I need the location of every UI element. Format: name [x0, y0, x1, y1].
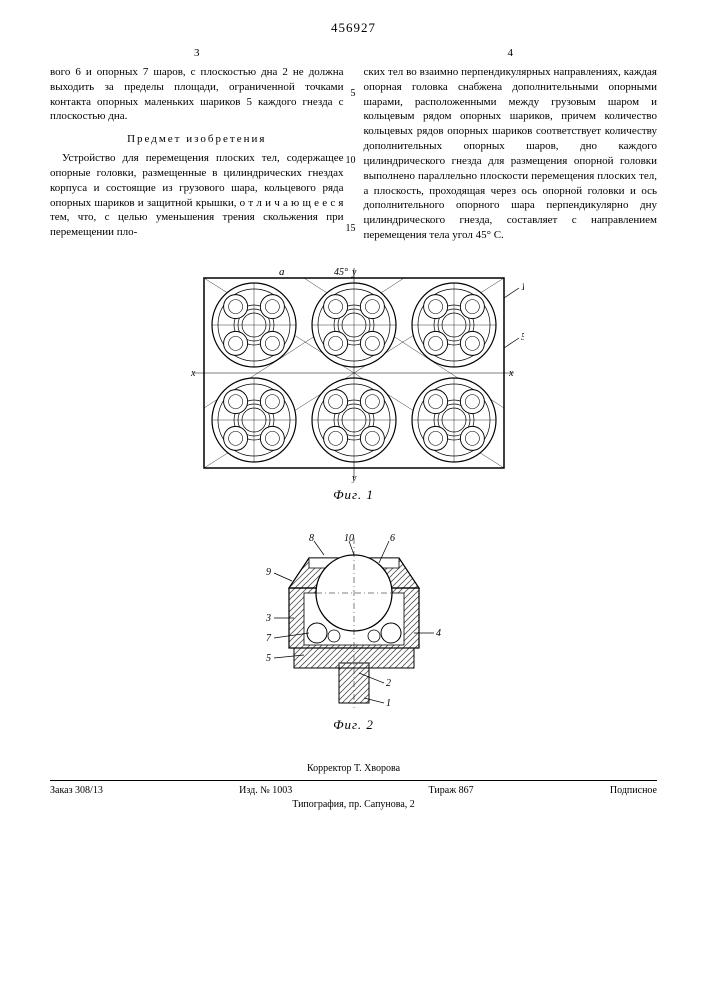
figure-1-caption: Фиг. 1 — [50, 487, 657, 503]
fig1-label-45: 45° — [334, 267, 348, 278]
fig2-c2: 2 — [386, 678, 391, 689]
figure-1-svg: a 45° y y x x 1 5 — [184, 263, 524, 483]
footer-tirazh: Тираж 867 — [429, 785, 474, 796]
fig2-c6: 6 — [390, 533, 395, 544]
footer: Корректор Т. Хворова Заказ 308/13 Изд. №… — [50, 763, 657, 810]
fig1-axis-y-top: y — [351, 267, 357, 278]
corrector-line: Корректор Т. Хворова — [50, 763, 657, 774]
footer-podpis: Подписное — [610, 785, 657, 796]
fig2-c5: 5 — [266, 653, 271, 664]
text-columns: 3 вого 6 и опорных 7 шаров, с плоскостью… — [50, 46, 657, 243]
fig2-c9: 9 — [266, 567, 271, 578]
col-num-right: 4 — [364, 46, 658, 61]
fig1-callout-1: 1 — [521, 282, 524, 293]
left-paragraph-1: вого 6 и опорных 7 шаров, с плоскостью д… — [50, 65, 344, 124]
fig1-axis-x-right: x — [508, 368, 514, 379]
fig2-c8: 8 — [309, 533, 314, 544]
footer-izd: Изд. № 1003 — [239, 785, 292, 796]
left-paragraph-2: Устройство для перемещения плоских тел, … — [50, 151, 344, 240]
col-num-left: 3 — [50, 46, 344, 61]
fig1-callout-5: 5 — [521, 332, 524, 343]
footer-zakaz: Заказ 308/13 — [50, 785, 103, 796]
section-title: Предмет изобретения — [50, 132, 344, 147]
figure-2-svg: 8 10 6 9 3 7 5 4 2 1 — [254, 533, 454, 713]
fig1-axis-x-left: x — [190, 368, 196, 379]
fig2-c1: 1 — [386, 698, 391, 709]
fig2-c3: 3 — [265, 613, 271, 624]
fig2-c7: 7 — [266, 633, 272, 644]
right-column: 4 ских тел во взаимно перпендикулярных н… — [364, 46, 658, 243]
footer-printer: Типография, пр. Сапунова, 2 — [50, 799, 657, 810]
patent-number: 456927 — [50, 20, 657, 36]
left-column: 3 вого 6 и опорных 7 шаров, с плоскостью… — [50, 46, 344, 243]
fig2-c10: 10 — [344, 533, 354, 544]
line-number-15: 15 — [346, 222, 356, 236]
footer-impressum: Заказ 308/13 Изд. № 1003 Тираж 867 Подпи… — [50, 780, 657, 796]
line-number-5: 5 — [351, 87, 356, 101]
line-number-10: 10 — [346, 154, 356, 168]
right-paragraph: ских тел во взаимно перпендикулярных нап… — [364, 65, 658, 243]
fig2-c4: 4 — [436, 628, 441, 639]
figure-2-container: 8 10 6 9 3 7 5 4 2 1 Фиг. 2 — [50, 533, 657, 733]
fig1-label-a: a — [279, 266, 285, 278]
figure-2-caption: Фиг. 2 — [50, 717, 657, 733]
fig1-axis-y-bot: y — [351, 473, 357, 483]
figure-1-container: a 45° y y x x 1 5 Фиг. 1 — [50, 263, 657, 503]
